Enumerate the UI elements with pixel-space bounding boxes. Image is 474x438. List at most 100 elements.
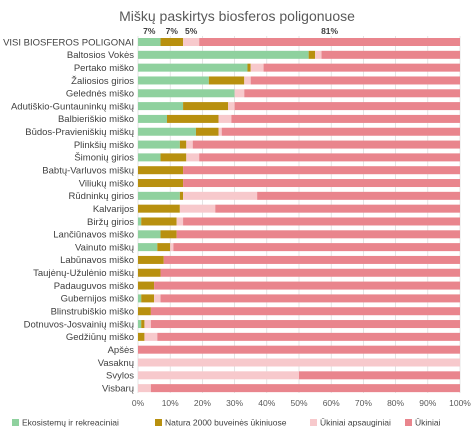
category-label: Šimonių girios xyxy=(74,153,134,164)
bar-segment xyxy=(160,153,187,162)
chart-title: Miškų paskirtys biosferos poligonuose xyxy=(119,8,355,24)
bar-segment xyxy=(234,89,245,98)
bar-segment xyxy=(138,114,167,123)
bar-segment xyxy=(150,320,460,329)
category-label: Biržų girios xyxy=(87,217,134,228)
category-label: Apšės xyxy=(108,345,135,356)
bar-segment xyxy=(315,50,322,59)
x-tick-label: 60% xyxy=(323,398,340,408)
bar-segment xyxy=(183,217,460,226)
bar-segment xyxy=(250,76,460,85)
category-label: Labūnavos miško xyxy=(60,255,134,266)
category-label: Žaliosios girios xyxy=(71,76,134,87)
category-label: Dotnuvos-Josvainių miškų xyxy=(24,319,134,330)
bar-segment xyxy=(160,294,461,303)
bar-segment xyxy=(138,281,155,290)
bar-segment xyxy=(176,217,184,226)
bar-segment xyxy=(186,140,193,149)
x-tick-label: 40% xyxy=(258,398,275,408)
bar-segment xyxy=(154,294,161,303)
bar-segment xyxy=(234,102,460,111)
category-label: Rūdninkų girios xyxy=(69,191,135,202)
legend-label: Natura 2000 buveinės ūkiniuose xyxy=(165,418,287,428)
category-label: Lančiūnavos miško xyxy=(53,230,134,241)
category-label: Gubernijos miško xyxy=(61,294,134,305)
x-tick-label: 70% xyxy=(355,398,372,408)
bar-segment xyxy=(138,243,158,252)
x-tick-label: 90% xyxy=(419,398,436,408)
bar-segment xyxy=(183,166,460,175)
category-label: Padauguvos miško xyxy=(54,281,134,292)
legend-swatch xyxy=(155,419,162,426)
data-label: 7% xyxy=(143,26,156,36)
category-label: Kalvarijos xyxy=(93,204,134,215)
bar-segment xyxy=(179,191,184,200)
bar-segment xyxy=(163,255,460,264)
bar-segment xyxy=(138,153,161,162)
bar-segment xyxy=(183,38,200,46)
category-label: Vasaknų xyxy=(98,358,134,369)
category-label: Plinkšių miško xyxy=(74,140,134,151)
category-label: Svylos xyxy=(106,371,134,382)
bar-segment xyxy=(160,230,177,239)
legend-swatch xyxy=(12,419,19,426)
x-tick-label: 100% xyxy=(449,398,471,408)
x-tick-label: 10% xyxy=(162,398,179,408)
bar-segment xyxy=(150,307,460,316)
x-tick-label: 50% xyxy=(290,398,307,408)
bar-segment xyxy=(138,191,180,200)
bar-segment xyxy=(173,243,461,252)
bar-segment xyxy=(138,294,142,303)
bar-segment xyxy=(195,127,219,136)
bar-segment xyxy=(183,179,460,188)
category-label: Balbieriškio miško xyxy=(58,114,134,125)
data-label: 5% xyxy=(185,26,198,36)
bar-segment xyxy=(221,127,460,136)
bar-segment xyxy=(308,50,316,59)
category-label: Pertako miško xyxy=(74,63,134,74)
category-label: Viliukų miško xyxy=(79,178,134,189)
bar-segment xyxy=(263,63,460,72)
bar-segment xyxy=(138,63,248,72)
bar-segment xyxy=(186,153,200,162)
bar-segment xyxy=(244,76,251,85)
bar-segment xyxy=(138,204,180,213)
bar-segment xyxy=(138,76,209,85)
legend-label: Ūkiniai apsauginiai xyxy=(320,418,391,428)
category-label: Babtų-Varluvos miškų xyxy=(42,166,134,177)
bar-segment xyxy=(138,127,196,136)
bar-segment xyxy=(138,320,142,329)
bar-segment xyxy=(176,230,460,239)
bar-segment xyxy=(154,281,460,290)
bar-segment xyxy=(228,102,235,111)
bar-segment xyxy=(199,38,460,46)
legend-swatch xyxy=(310,419,317,426)
bar-segment xyxy=(138,345,460,354)
bar-segment xyxy=(138,358,460,367)
category-label: Blinstrubiškio miško xyxy=(51,307,134,318)
x-tick-label: 0% xyxy=(132,398,145,408)
bar-segment xyxy=(160,38,184,46)
bar-segment xyxy=(247,63,251,72)
data-label: 81% xyxy=(321,26,338,36)
category-label: Baltosios Vokės xyxy=(67,50,134,61)
bar-segment xyxy=(166,114,219,123)
bar-segment xyxy=(157,243,171,252)
category-label: Visbarų xyxy=(102,383,134,394)
bar-segment xyxy=(257,191,460,200)
category-label: Būdos-Pravieniškių miškų xyxy=(25,127,134,138)
bar-segment xyxy=(138,384,151,393)
category-label: Adutiškio-Guntauninkų miškų xyxy=(11,101,134,112)
legend-label: Ekosistemų ir rekreaciniai xyxy=(22,418,119,428)
bar-segment xyxy=(141,217,177,226)
bar-segment xyxy=(215,204,460,213)
bar-segment xyxy=(138,50,309,59)
bar-segment xyxy=(144,320,151,329)
bar-segment xyxy=(138,38,161,46)
bar-segment xyxy=(218,127,222,136)
bar-segment xyxy=(183,191,258,200)
bar-segment xyxy=(183,102,229,111)
bar-segment xyxy=(192,140,461,149)
bar-segment xyxy=(138,268,161,277)
